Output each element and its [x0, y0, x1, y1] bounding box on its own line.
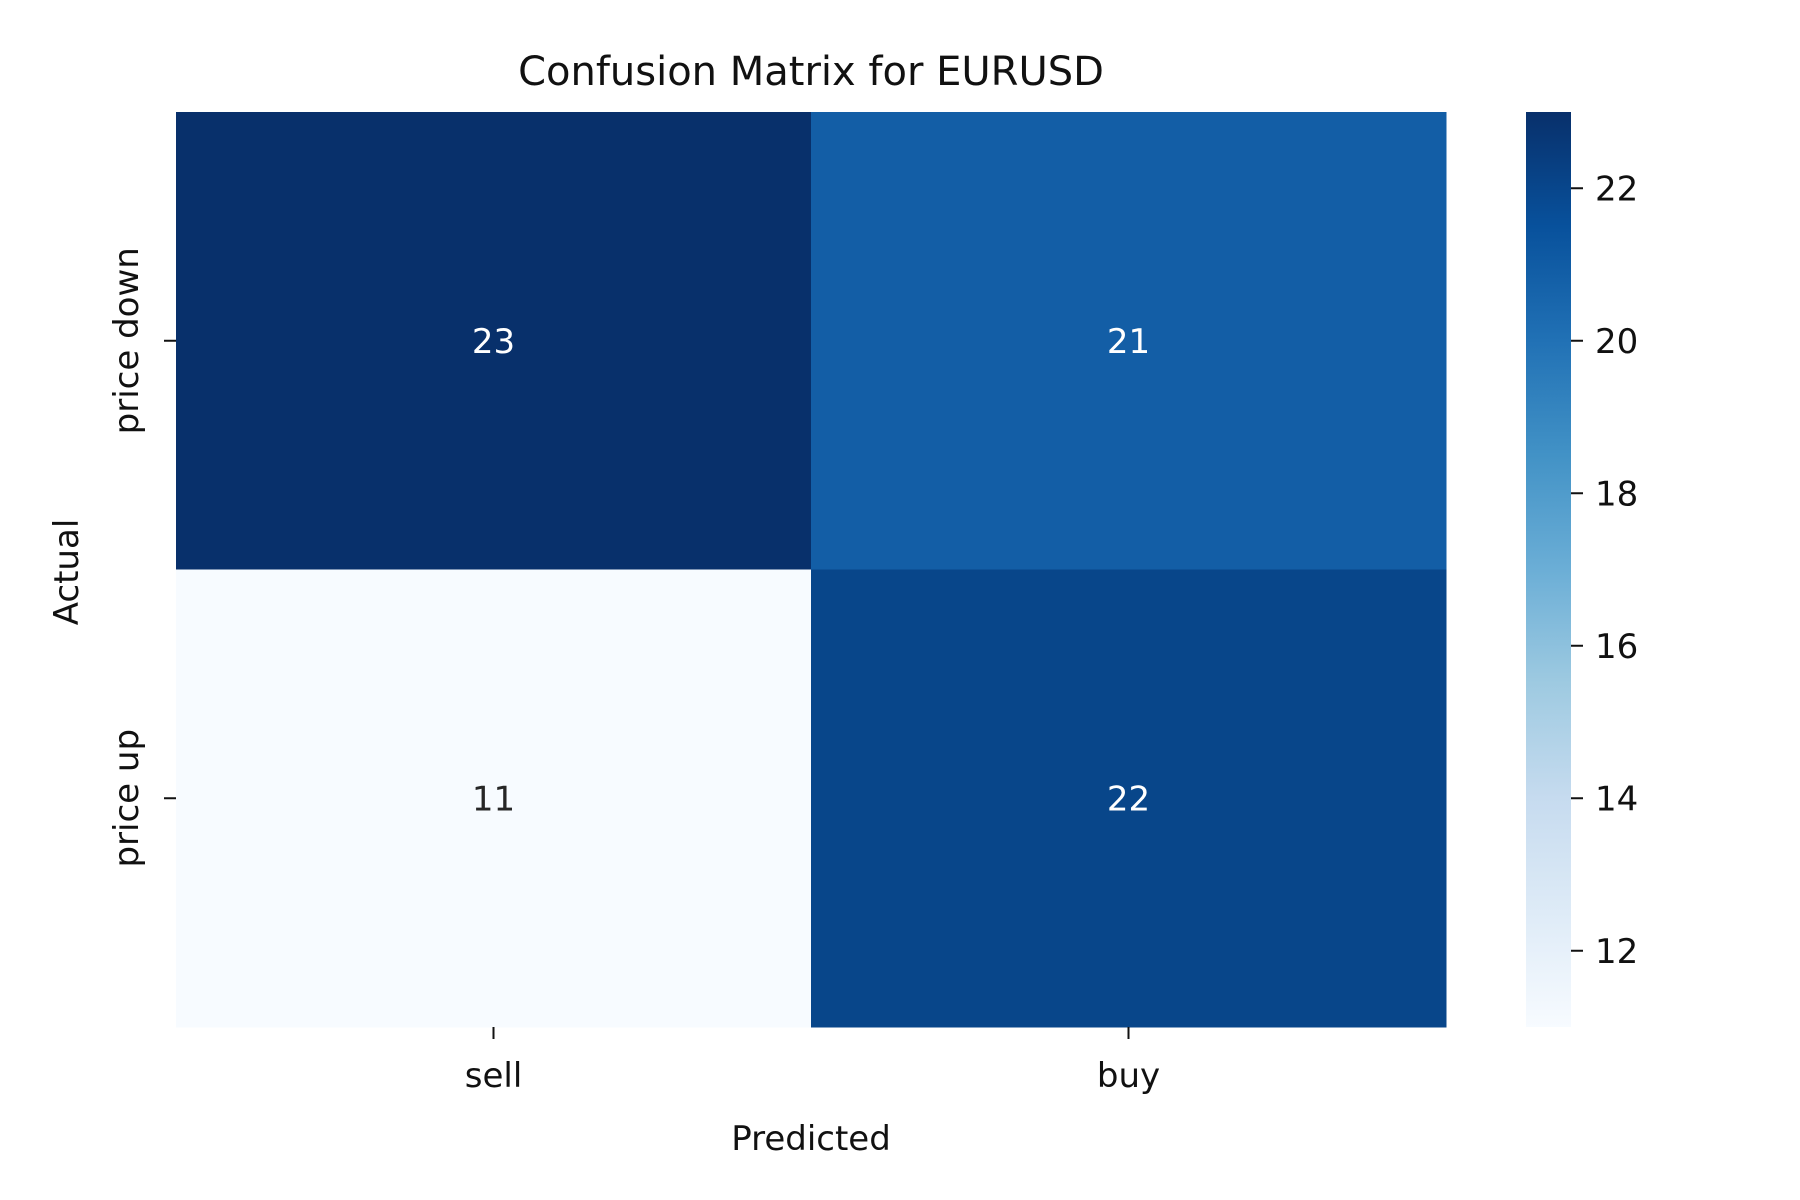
x-tick-label: sell [465, 1056, 523, 1096]
heatmap-cells: 23 21 11 22 [176, 112, 1447, 1028]
colorbar-tick-label: 16 [1595, 627, 1638, 667]
colorbar-tick-label: 22 [1595, 169, 1638, 209]
colorbar [1526, 112, 1571, 1027]
colorbar-tick-label: 14 [1595, 779, 1638, 819]
heatmap-cell [811, 569, 1447, 1028]
heatmap-axes: sell buy price down price up [107, 247, 1160, 1096]
cell-annotation: 22 [1107, 779, 1150, 819]
cell-annotation: 21 [1107, 322, 1150, 362]
heatmap-cell [811, 112, 1447, 570]
colorbar-tick-label: 20 [1595, 322, 1638, 362]
y-axis-title: Actual [47, 519, 87, 626]
y-tick-label: price up [107, 729, 147, 868]
chart-title: Confusion Matrix for EURUSD [518, 49, 1104, 95]
heatmap-cell [176, 112, 812, 570]
colorbar-ticks: 12 14 16 18 20 22 [1571, 169, 1638, 972]
y-tick-label: price down [107, 247, 147, 434]
cell-annotation: 23 [472, 322, 515, 362]
heatmap-cell [176, 569, 812, 1028]
x-tick-label: buy [1097, 1056, 1160, 1096]
x-axis-title: Predicted [731, 1119, 891, 1159]
cell-annotation: 11 [472, 779, 515, 819]
colorbar-tick-label: 12 [1595, 932, 1638, 972]
colorbar-tick-label: 18 [1595, 474, 1638, 514]
